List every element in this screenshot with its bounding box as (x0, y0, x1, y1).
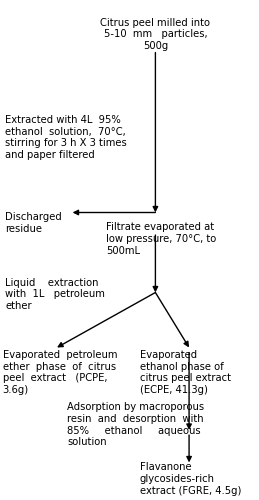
Text: Evaporated  petroleum
ether  phase  of  citrus
peel  extract   (PCPE,
3.6g): Evaporated petroleum ether phase of citr… (3, 350, 117, 395)
Text: Discharged
residue: Discharged residue (5, 212, 62, 234)
Text: Flavanone
glycosides-rich
extract (FGRE, 4.5g): Flavanone glycosides-rich extract (FGRE,… (140, 462, 241, 496)
Text: Citrus peel milled into
5-10  mm   particles,
500g: Citrus peel milled into 5-10 mm particle… (100, 18, 210, 50)
Text: Extracted with 4L  95%
ethanol  solution,  70°C,
stirring for 3 h X 3 times
and : Extracted with 4L 95% ethanol solution, … (5, 115, 127, 160)
Text: Evaporated
ethanol phase of
citrus peel extract
(ECPE, 41.3g): Evaporated ethanol phase of citrus peel … (140, 350, 231, 395)
Text: Filtrate evaporated at
low pressure, 70°C, to
500mL: Filtrate evaporated at low pressure, 70°… (106, 222, 217, 256)
Text: Liquid    extraction
with  1L   petroleum
ether: Liquid extraction with 1L petroleum ethe… (5, 278, 105, 310)
Text: Adsorption by macroporous
resin  and  desorption  with
85%     ethanol     aqueo: Adsorption by macroporous resin and deso… (67, 402, 204, 448)
